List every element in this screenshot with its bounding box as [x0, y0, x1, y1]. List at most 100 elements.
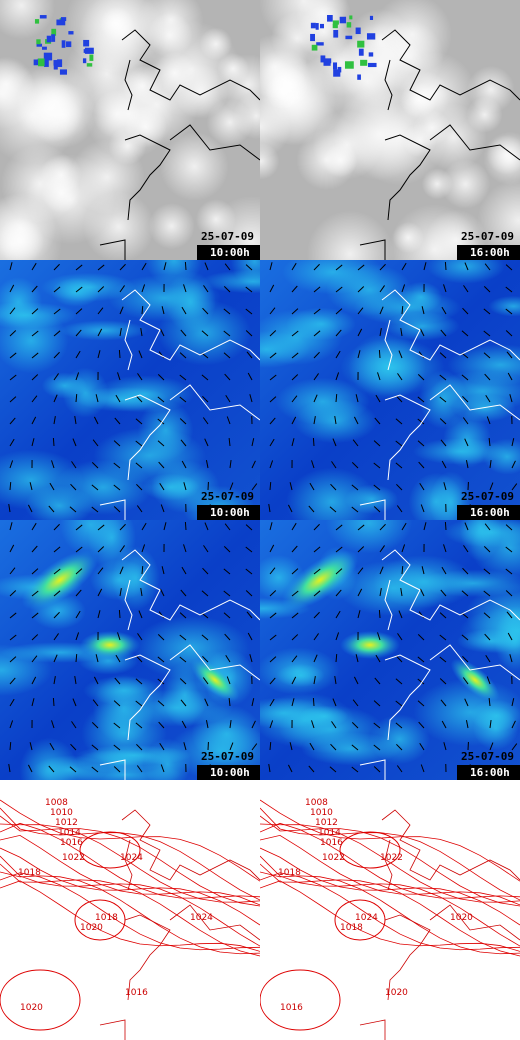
precipitation [339, 16, 347, 24]
wind-arrow [75, 589, 82, 597]
wind-arrow [313, 416, 316, 425]
wind-arrow [313, 373, 319, 381]
wind-arrow [373, 484, 381, 491]
wind-field [384, 311, 460, 341]
cloud [477, 179, 520, 260]
isobar [260, 847, 520, 926]
wind-arrow [97, 524, 105, 531]
wind-arrow [507, 372, 513, 381]
wind-arrow [160, 764, 165, 773]
isobar [0, 823, 260, 903]
precipitation [369, 15, 374, 20]
wind-arrow [251, 720, 256, 729]
wind-arrow [245, 524, 253, 531]
wind-arrow [93, 676, 99, 685]
wind-arrow [268, 764, 271, 773]
wind-arrow [249, 654, 253, 663]
wind-arrow [505, 330, 513, 337]
wind-arrow [91, 506, 99, 513]
wind-field [447, 344, 520, 386]
wind-arrow [223, 352, 231, 359]
wind-arrow [53, 590, 61, 597]
wind-arrow [51, 720, 55, 729]
precipitation [357, 74, 361, 80]
wind-arrow [159, 588, 165, 597]
wind-arrow [53, 416, 56, 425]
wind-arrow [334, 416, 337, 425]
precipitation [86, 63, 93, 67]
wind-arrow [291, 330, 299, 337]
precipitation [358, 48, 364, 56]
wind-arrow [225, 394, 231, 403]
wind-arrow [9, 417, 16, 425]
wind-arrow [291, 590, 299, 597]
cloud [440, 159, 491, 209]
precipitation [346, 22, 352, 28]
isobar-label: 1016 [320, 838, 343, 848]
wind-arrow [329, 506, 337, 513]
isobar [260, 969, 341, 1031]
precipitation [82, 58, 87, 64]
wind-arrow [357, 350, 361, 359]
precipitation [34, 19, 40, 24]
wind-arrow [505, 546, 513, 553]
wind-arrow [417, 678, 425, 685]
wind-arrow [462, 655, 469, 663]
wind-arrow [420, 764, 425, 773]
wind-arrow [511, 483, 518, 491]
precipitation [51, 34, 56, 42]
wind-arrow [269, 590, 277, 597]
wind-arrow [9, 590, 17, 597]
wind-arrow [395, 678, 403, 685]
jet-max [340, 631, 400, 659]
wind-arrow [357, 546, 365, 553]
wind-arrow [396, 743, 403, 751]
wind-arrow [511, 698, 515, 707]
precipitation [66, 41, 72, 48]
map-panel: 25-07-09 16:00h [260, 0, 520, 260]
wind-arrow [291, 395, 298, 403]
wind-arrow [223, 286, 231, 293]
wind-arrow [183, 284, 187, 293]
wind-arrow [507, 632, 513, 641]
isobar-label: 1022 [380, 853, 403, 863]
isobar-label: 1016 [280, 1003, 303, 1013]
wind-arrow [465, 460, 469, 469]
wind-arrow [157, 440, 165, 447]
wind-arrow [291, 612, 299, 619]
wind-field [199, 269, 260, 294]
wind-arrow [463, 285, 469, 293]
wind-arrow [48, 505, 55, 513]
wind-arrow [157, 418, 165, 425]
wind-arrow [75, 632, 80, 641]
wind-arrow [483, 546, 491, 553]
wind-arrow [351, 766, 359, 773]
wind-field [90, 559, 149, 601]
wind-arrow [203, 285, 209, 293]
wind-arrow [396, 505, 403, 513]
wind-arrow [505, 568, 513, 575]
wind-arrow [269, 634, 277, 641]
wind-arrow [71, 461, 77, 469]
wind-arrow [313, 523, 320, 531]
wind-arrow [135, 722, 143, 729]
wind-field [83, 675, 165, 706]
wind-arrow [140, 588, 143, 597]
wind-arrow [53, 263, 60, 271]
wind-arrow [379, 523, 386, 531]
wind-arrow [351, 462, 359, 469]
wind-arrow [91, 722, 99, 729]
precipitation [56, 19, 66, 26]
wind-arrow [291, 352, 299, 359]
wind-arrow [179, 374, 187, 381]
wind-arrow [119, 285, 125, 293]
wind-field [142, 473, 200, 501]
wind-arrow [141, 262, 147, 271]
wind-arrow [49, 482, 55, 491]
wind-arrow [375, 654, 381, 663]
precipitation [36, 39, 41, 45]
wind-arrow [357, 588, 363, 597]
wind-arrow [269, 262, 273, 271]
wind-arrow [483, 330, 491, 337]
wind-arrow [223, 568, 231, 575]
